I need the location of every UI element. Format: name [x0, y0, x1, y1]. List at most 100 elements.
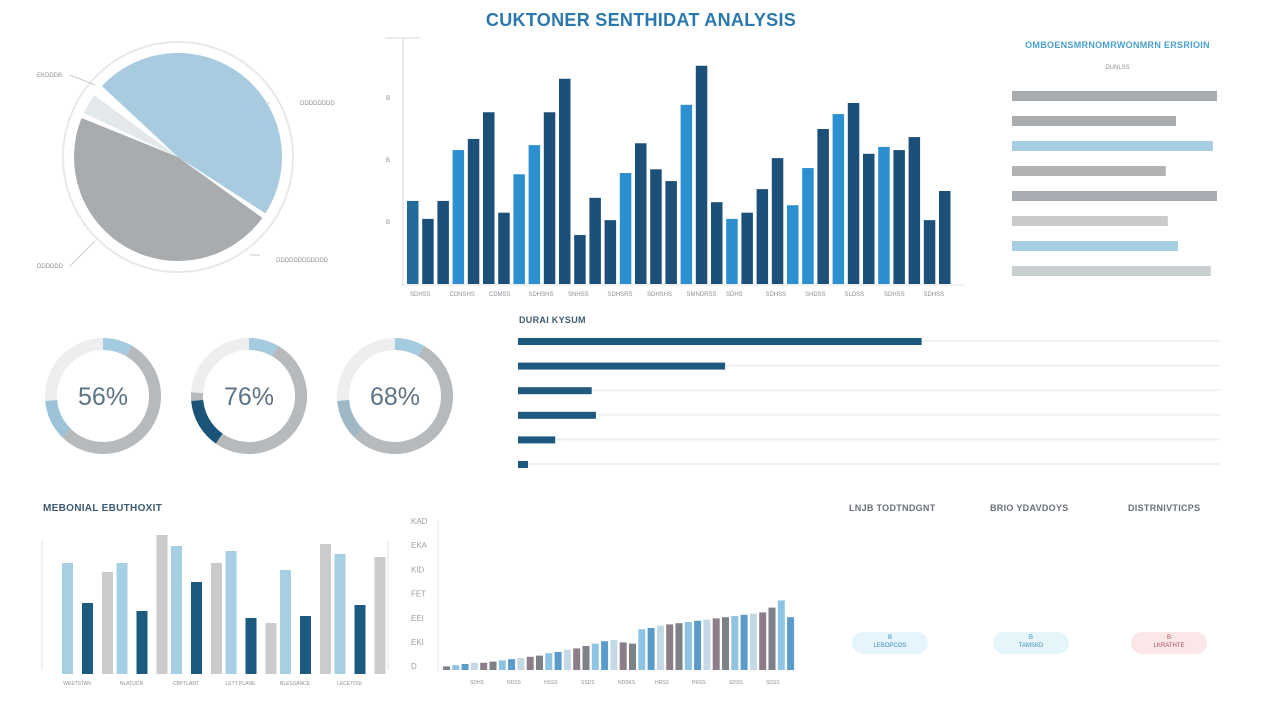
main-bar	[422, 218, 434, 284]
main-bar	[680, 104, 693, 284]
x-tick-label: CDNSHS	[450, 292, 475, 298]
regional-bar	[156, 535, 168, 674]
regional-bar	[136, 611, 148, 674]
volume-bar	[629, 643, 636, 670]
x-tick-label: SHDSS	[805, 292, 826, 298]
trend-bar	[518, 411, 596, 419]
regional-bar	[245, 618, 257, 674]
trend-chart-title: DURAI KYSUM	[519, 315, 586, 325]
volume-bar	[573, 648, 581, 670]
x-tick-label: SMNDRSS	[687, 292, 717, 298]
volume-bar	[731, 616, 739, 670]
volume-bar	[545, 653, 553, 670]
kpi-badge-count: B	[1028, 635, 1033, 641]
volume-bar	[703, 619, 711, 670]
kpi-status-badge: B LEBOPCOS	[852, 632, 928, 654]
main-bar	[528, 145, 541, 284]
volume-bar	[675, 623, 683, 670]
kpi-status-badge: B LKRATHTE	[1131, 632, 1207, 654]
volume-x-tick: NDSS	[507, 680, 522, 686]
main-bar	[787, 205, 799, 284]
volume-x-tick: SDSS	[729, 680, 743, 686]
volume-x-tick: HSSS	[544, 680, 558, 686]
volume-bar	[536, 655, 543, 670]
main-bar	[771, 158, 784, 284]
pie-label: DDDDDD	[37, 264, 64, 270]
main-bar	[452, 150, 465, 284]
volume-bar	[656, 625, 664, 670]
kpi-heading: BRIO YDAVDOYS	[990, 503, 1069, 513]
x-tick-label: CDMSS	[489, 292, 511, 298]
pie-label: EKDDDB	[37, 73, 62, 79]
donut-highlight	[102, 338, 132, 357]
y-tick-label: B	[386, 158, 390, 164]
x-tick-label: SDHSHS	[529, 292, 554, 298]
volume-bar	[526, 656, 534, 670]
regional-bar	[280, 570, 291, 674]
y-tick-label: B	[386, 96, 390, 102]
main-bar	[893, 150, 905, 284]
volume-bar	[489, 661, 497, 670]
regional-x-label: BLESSANCE	[280, 681, 311, 687]
volume-bar	[591, 643, 599, 670]
volume-bar	[684, 622, 692, 670]
kpi-badge-label: LKRATHTE	[1153, 643, 1185, 649]
category-bar	[1012, 216, 1168, 226]
main-bar	[878, 146, 890, 284]
volume-bar	[768, 607, 776, 670]
regional-x-label: LECETOSI	[337, 681, 362, 687]
volume-bar	[666, 624, 674, 670]
trend-bar	[518, 387, 592, 395]
main-bar	[635, 143, 647, 284]
kpi-status-badge: B TAMSKD	[993, 632, 1069, 654]
pie-slice	[83, 95, 178, 157]
main-bar	[619, 173, 632, 284]
main-bar	[863, 153, 875, 284]
main-bar	[847, 102, 860, 285]
x-tick-label: SNHSS	[568, 292, 589, 298]
kpi-badge-label: LEBOPCOS	[873, 643, 907, 649]
volume-x-tick: SSDS	[581, 680, 595, 686]
x-tick-label: SDHSHS	[647, 292, 672, 298]
regional-x-label: NLATUCN	[120, 681, 144, 687]
donut-accent	[191, 399, 223, 444]
category-bar	[1012, 241, 1179, 251]
pie-leader-line	[69, 240, 96, 267]
volume-bar	[619, 642, 627, 670]
regional-bar	[334, 554, 346, 674]
main-bar	[711, 202, 723, 284]
donut-accent	[337, 399, 363, 438]
donut-accent	[45, 399, 71, 438]
category-bar	[1012, 266, 1211, 276]
volume-x-tick: SDHS	[470, 680, 485, 686]
category-bar	[1012, 191, 1217, 201]
volume-bar	[777, 600, 785, 670]
volume-bar	[563, 649, 571, 670]
regional-bar	[102, 572, 113, 674]
trend-bar	[518, 461, 528, 468]
x-tick-label: SLDSS	[845, 292, 865, 298]
pie-slice	[101, 53, 282, 214]
x-tick-label: SDHS	[726, 292, 743, 298]
category-bar	[1012, 91, 1217, 101]
main-bar	[695, 65, 708, 284]
main-bar	[589, 197, 601, 284]
volume-bar	[470, 662, 478, 670]
main-bar	[513, 174, 525, 284]
y-tick-label: B	[386, 220, 390, 226]
x-tick-label: SDHSS	[766, 292, 787, 298]
kpi-badge-count: B	[1166, 635, 1171, 641]
donut-highlight	[248, 338, 278, 357]
main-bar	[741, 212, 753, 284]
volume-bar	[610, 640, 618, 670]
regional-bar	[82, 603, 93, 674]
trend-bar	[518, 362, 726, 370]
volume-y-tick: D	[411, 662, 417, 671]
volume-x-tick: PRSS	[692, 680, 706, 686]
main-bar	[543, 112, 556, 284]
main-bar	[726, 218, 738, 284]
main-bar	[437, 200, 449, 284]
volume-bar	[554, 652, 562, 670]
pie-leader-line	[69, 74, 96, 86]
